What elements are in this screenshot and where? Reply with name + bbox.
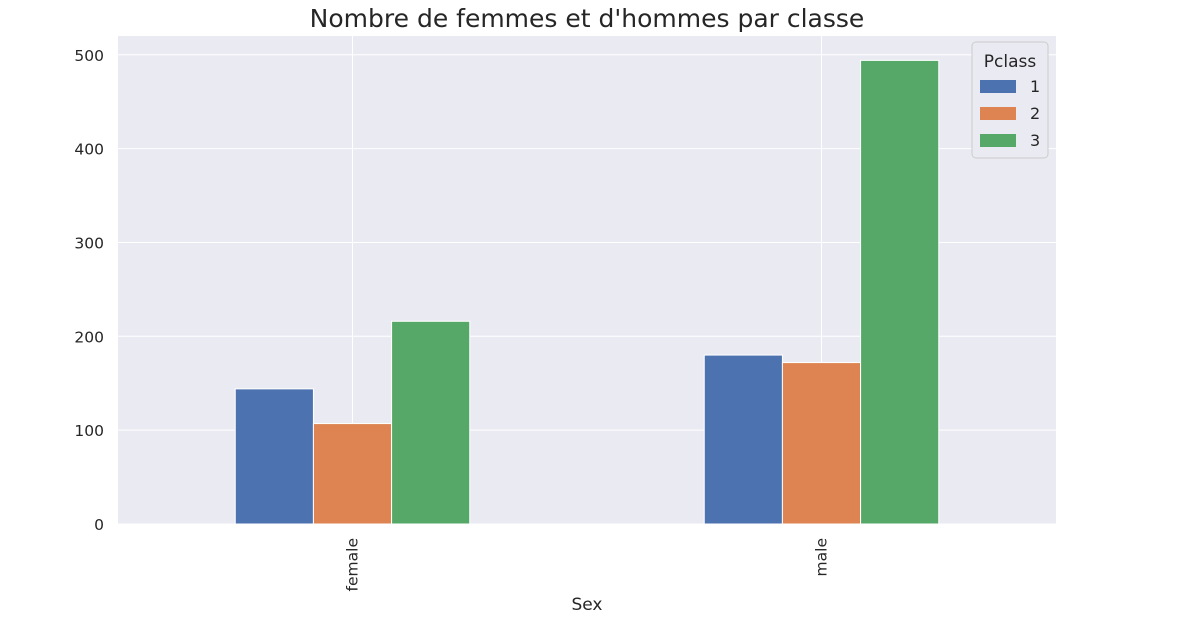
legend: Pclass 1 2 3 [971, 41, 1049, 159]
x-axis-ticks: female male [344, 538, 831, 591]
legend-title: Pclass [984, 52, 1037, 72]
y-tick-label: 0 [94, 516, 104, 534]
x-axis-label: Sex [571, 595, 602, 615]
legend-swatch-2 [980, 107, 1016, 120]
bar-3-female [391, 320, 471, 525]
legend-label-1: 1 [1030, 77, 1040, 96]
bar-2-male [781, 362, 862, 525]
legend-swatch-3 [980, 134, 1016, 147]
legend-label-2: 2 [1030, 104, 1040, 123]
legend-entries: 1 2 3 [980, 77, 1040, 150]
legend-label-3: 3 [1030, 131, 1040, 150]
x-tick-label: male [813, 538, 831, 576]
chart-title: Nombre de femmes et d'hommes par classe [310, 4, 865, 33]
bar-2-female [312, 423, 393, 525]
bar-1-female [234, 388, 314, 525]
y-tick-label: 300 [74, 234, 104, 252]
legend-box [971, 41, 1049, 159]
x-tick-label: female [344, 538, 362, 591]
y-tick-label: 100 [74, 422, 104, 440]
y-tick-label: 400 [74, 141, 104, 159]
y-tick-label: 200 [74, 328, 104, 346]
legend-swatch-1 [980, 80, 1016, 93]
bar-3-male [860, 59, 940, 525]
y-axis-ticks: 0 100 200 300 400 500 [74, 47, 104, 534]
y-tick-label: 500 [74, 47, 104, 65]
bars [234, 59, 940, 525]
bar-1-male [703, 354, 783, 525]
